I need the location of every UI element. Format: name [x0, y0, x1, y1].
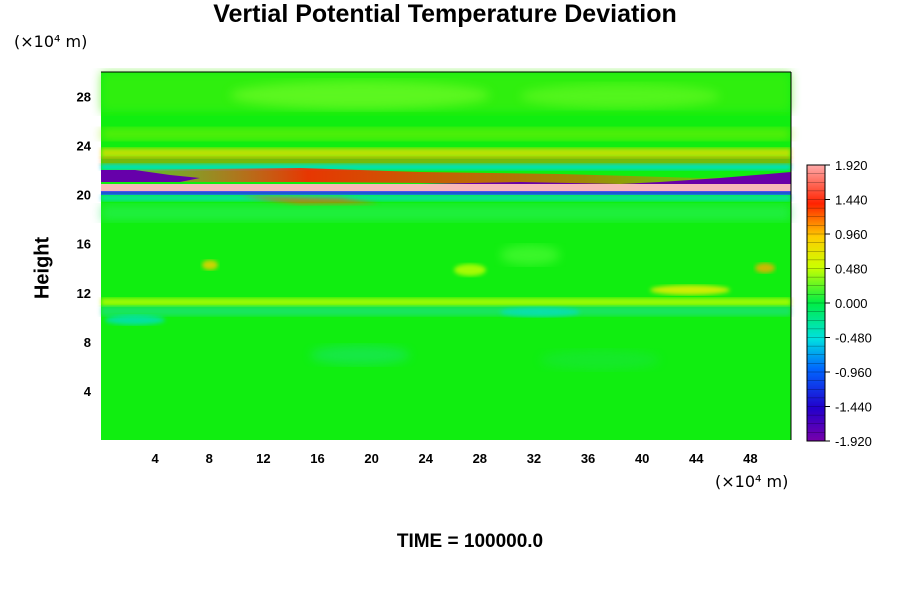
colorbar-tick-label: 0.480: [835, 262, 868, 277]
x-tick-label: 44: [689, 451, 704, 466]
x-axis-ticks: 4 8 12 16 20 24 28 32 36 40 44 48: [152, 451, 758, 466]
colorbar-tick-label: 0.000: [835, 296, 868, 311]
x-axis-unit: (×10⁴ m): [715, 472, 789, 491]
colorbar-segment-lines: [807, 173, 825, 433]
colorbar-ticks: 1.920 1.440 0.960 0.480 0.000 -0.480 -0.960 -1.…: [825, 158, 872, 449]
x-tick-label: 8: [206, 451, 213, 466]
y-tick-label: 12: [77, 286, 91, 301]
x-tick-label: 40: [635, 451, 649, 466]
x-tick-label: 20: [364, 451, 378, 466]
x-tick-label: 28: [473, 451, 487, 466]
x-tick-label: 16: [310, 451, 324, 466]
colorbar-tick-label: -1.920: [835, 434, 872, 449]
y-tick-label: 4: [84, 384, 92, 399]
chart-title: Vertial Potential Temperature Deviation: [213, 0, 677, 28]
y-tick-label: 28: [77, 90, 91, 105]
x-tick-label: 48: [743, 451, 757, 466]
x-tick-label: 32: [527, 451, 541, 466]
x-tick-label: 4: [152, 451, 160, 466]
colorbar: 1.920 1.440 0.960 0.480 0.000 -0.480 -0.960 -1.…: [806, 158, 872, 449]
y-axis-unit: (×10⁴ m): [14, 32, 88, 51]
x-tick-label: 12: [256, 451, 270, 466]
colorbar-tick-label: -0.960: [835, 365, 872, 380]
x-tick-label: 24: [418, 451, 433, 466]
colorbar-tick-label: 1.920: [835, 158, 868, 173]
colorbar-tick-label: -0.480: [835, 331, 872, 346]
time-label: TIME = 100000.0: [396, 531, 544, 552]
plot-frame: [101, 71, 792, 440]
y-tick-label: 16: [77, 237, 91, 252]
y-tick-label: 20: [77, 188, 91, 203]
y-tick-label: 24: [77, 139, 92, 154]
colorbar-tick-label: -1.440: [835, 400, 872, 415]
y-tick-label: 8: [84, 335, 91, 350]
colorbar-tick-label: 1.440: [835, 193, 868, 208]
colorbar-tick-label: 0.960: [835, 227, 868, 242]
heatmap-field: [101, 72, 791, 440]
y-axis-ticks: 4 8 12 16 20 24 28: [77, 90, 92, 399]
x-tick-label: 36: [581, 451, 595, 466]
